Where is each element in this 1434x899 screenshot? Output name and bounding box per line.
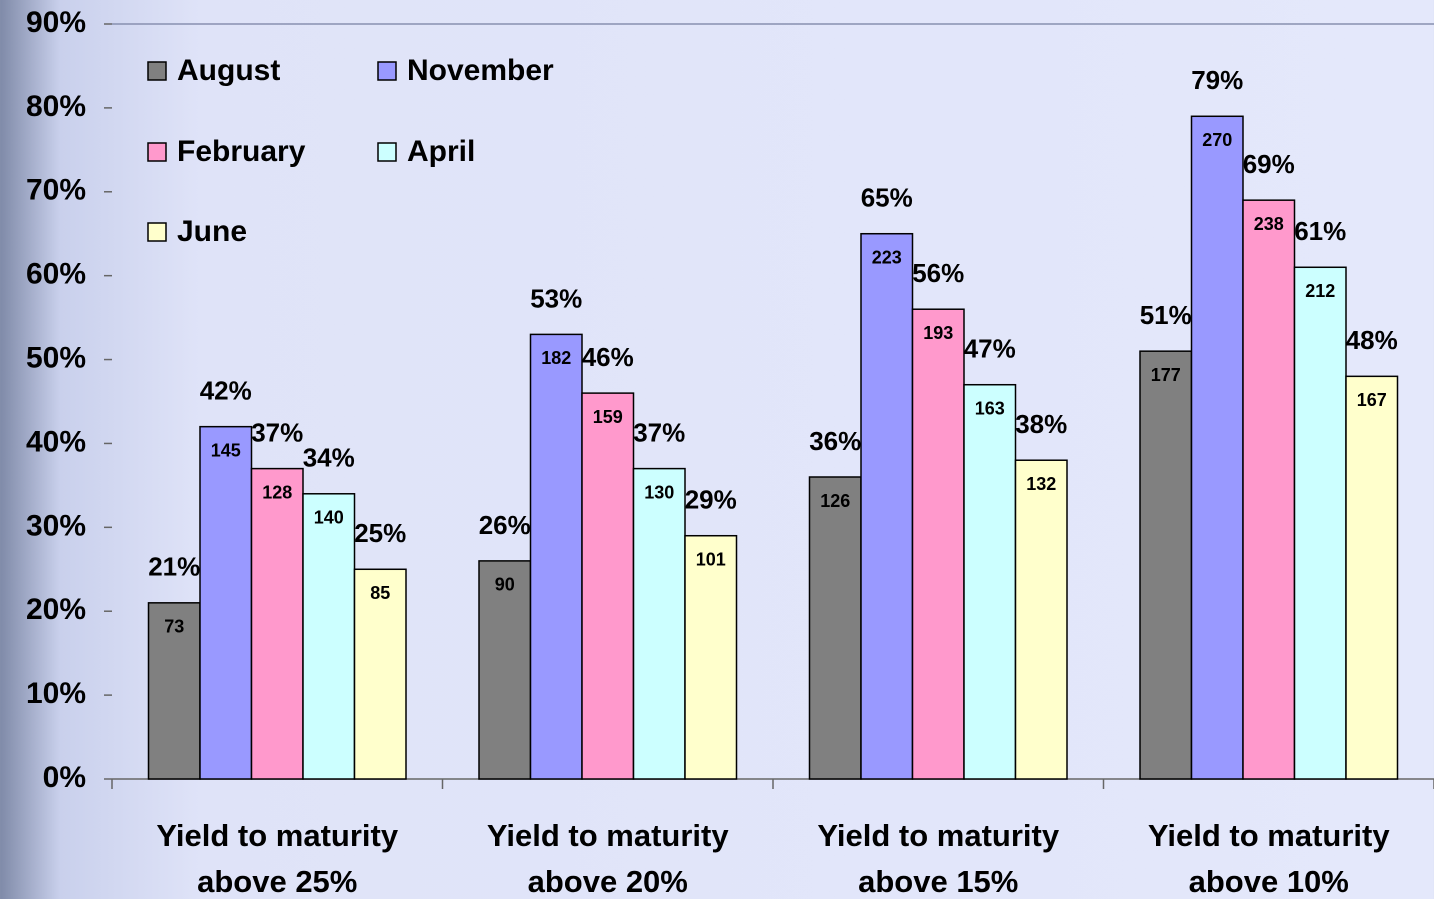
bar — [911, 308, 965, 780]
value-label: 25% — [354, 518, 406, 548]
value-label: 79% — [1191, 65, 1243, 95]
value-label: 37% — [251, 417, 303, 447]
bar — [1190, 115, 1244, 780]
legend-label: April — [407, 135, 475, 168]
value-label: 36% — [809, 426, 861, 456]
value-label: 26% — [479, 510, 531, 540]
y-tick-label: 10% — [26, 677, 86, 710]
bar — [529, 333, 583, 780]
value-label: 38% — [1015, 409, 1067, 439]
y-tick-label: 40% — [26, 425, 86, 458]
value-label: 51% — [1140, 300, 1192, 330]
value-label: 65% — [861, 183, 913, 213]
value-label: 69% — [1243, 149, 1295, 179]
y-tick-label: 0% — [43, 761, 86, 794]
bar — [632, 467, 686, 780]
bar — [199, 425, 253, 780]
x-tick-label: Yield to maturity above 15% — [817, 818, 1060, 899]
y-tick-label: 50% — [26, 341, 86, 374]
bar — [250, 467, 304, 780]
legend-swatch — [377, 142, 397, 162]
count-label: 140 — [314, 508, 344, 528]
value-label: 47% — [964, 334, 1016, 364]
value-label: 53% — [530, 283, 582, 313]
bar — [1242, 199, 1296, 780]
count-label: 212 — [1305, 281, 1335, 301]
count-label: 85 — [370, 583, 390, 603]
value-label: 46% — [582, 342, 634, 372]
y-tick-label: 80% — [26, 90, 86, 123]
count-label: 145 — [211, 440, 241, 460]
bar — [963, 383, 1017, 780]
count-label: 132 — [1026, 474, 1056, 494]
bar — [1014, 459, 1068, 780]
count-label: 101 — [696, 549, 726, 569]
value-label: 34% — [303, 443, 355, 473]
y-tick-label: 70% — [26, 174, 86, 207]
bar — [478, 560, 532, 780]
count-label: 193 — [923, 323, 953, 343]
value-label: 42% — [200, 376, 252, 406]
x-tick-label: Yield to maturity above 10% — [1147, 818, 1390, 899]
value-label: 37% — [633, 417, 685, 447]
count-label: 130 — [644, 482, 674, 502]
x-tick-label: Yield to maturity above 20% — [486, 818, 729, 899]
legend-label: November — [407, 54, 554, 87]
bar — [1345, 375, 1399, 780]
bar — [684, 534, 738, 780]
bar — [581, 392, 635, 780]
count-label: 90 — [495, 575, 515, 595]
count-label: 73 — [164, 617, 184, 637]
value-label: 48% — [1346, 325, 1398, 355]
bar — [147, 602, 201, 780]
y-tick-label: 90% — [26, 6, 86, 39]
count-label: 270 — [1202, 130, 1232, 150]
value-label: 29% — [685, 485, 737, 515]
legend-swatch — [147, 61, 167, 81]
y-tick-label: 30% — [26, 509, 86, 542]
count-label: 167 — [1357, 390, 1387, 410]
count-label: 238 — [1254, 214, 1284, 234]
legend-swatch — [147, 222, 167, 242]
legend-label: June — [177, 215, 247, 248]
count-label: 159 — [593, 407, 623, 427]
bar — [1293, 266, 1347, 780]
value-label: 21% — [148, 552, 200, 582]
legend-swatch — [377, 61, 397, 81]
legend-label: August — [177, 54, 280, 87]
bar — [1139, 350, 1193, 780]
legend-label: February — [177, 135, 306, 168]
bar — [353, 568, 407, 780]
bar — [860, 232, 914, 780]
y-tick-label: 60% — [26, 258, 86, 291]
count-label: 182 — [541, 348, 571, 368]
bar — [302, 493, 356, 780]
value-label: 56% — [912, 258, 964, 288]
count-label: 126 — [820, 491, 850, 511]
count-label: 128 — [262, 482, 292, 502]
value-label: 61% — [1294, 216, 1346, 246]
count-label: 163 — [975, 398, 1005, 418]
x-tick-label: Yield to maturity above 25% — [156, 818, 399, 899]
bar — [808, 476, 862, 780]
count-label: 223 — [872, 247, 902, 267]
count-label: 177 — [1151, 365, 1181, 385]
legend-swatch — [147, 142, 167, 162]
y-tick-label: 20% — [26, 593, 86, 626]
